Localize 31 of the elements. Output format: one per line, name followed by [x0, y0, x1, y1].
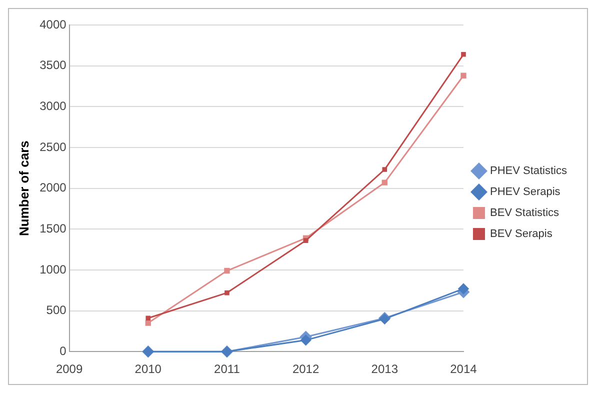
point: [146, 316, 151, 321]
point: [224, 268, 230, 274]
point: [303, 238, 308, 243]
point: [300, 334, 312, 346]
x-tick-label: 2013: [371, 362, 398, 376]
point: [458, 283, 469, 294]
y-tick-label: 2500: [40, 140, 67, 154]
x-tick-label: 2009: [56, 362, 83, 376]
y-tick-label: 3500: [40, 58, 67, 72]
x-tick-label: 2014: [450, 362, 478, 376]
point: [460, 72, 466, 78]
x-tick-label: 2011: [214, 362, 240, 376]
y-tick-label: 3000: [40, 98, 67, 113]
y-tick-label: 4000: [40, 17, 67, 32]
y-axis-title: Number of cars: [16, 140, 32, 236]
y-tick-label: 0: [60, 344, 67, 358]
legend-label: PHEV Serapis: [490, 186, 561, 198]
point: [382, 167, 388, 172]
legend-label: PHEV Statistics: [490, 165, 568, 178]
legend-label: BEV Serapis: [490, 228, 553, 240]
point: [145, 320, 151, 326]
point: [382, 180, 388, 186]
x-tick-label: 2010: [134, 362, 162, 376]
point: [224, 290, 230, 296]
y-tick-label: 500: [46, 303, 67, 318]
y-tick-label: 1000: [40, 262, 67, 276]
point: [461, 52, 466, 57]
legend-label: BEV Statistics: [490, 207, 560, 220]
y-tick-label: 2000: [40, 180, 67, 195]
x-tick-label: 2012: [292, 362, 320, 376]
y-tick-label: 1500: [40, 221, 67, 236]
